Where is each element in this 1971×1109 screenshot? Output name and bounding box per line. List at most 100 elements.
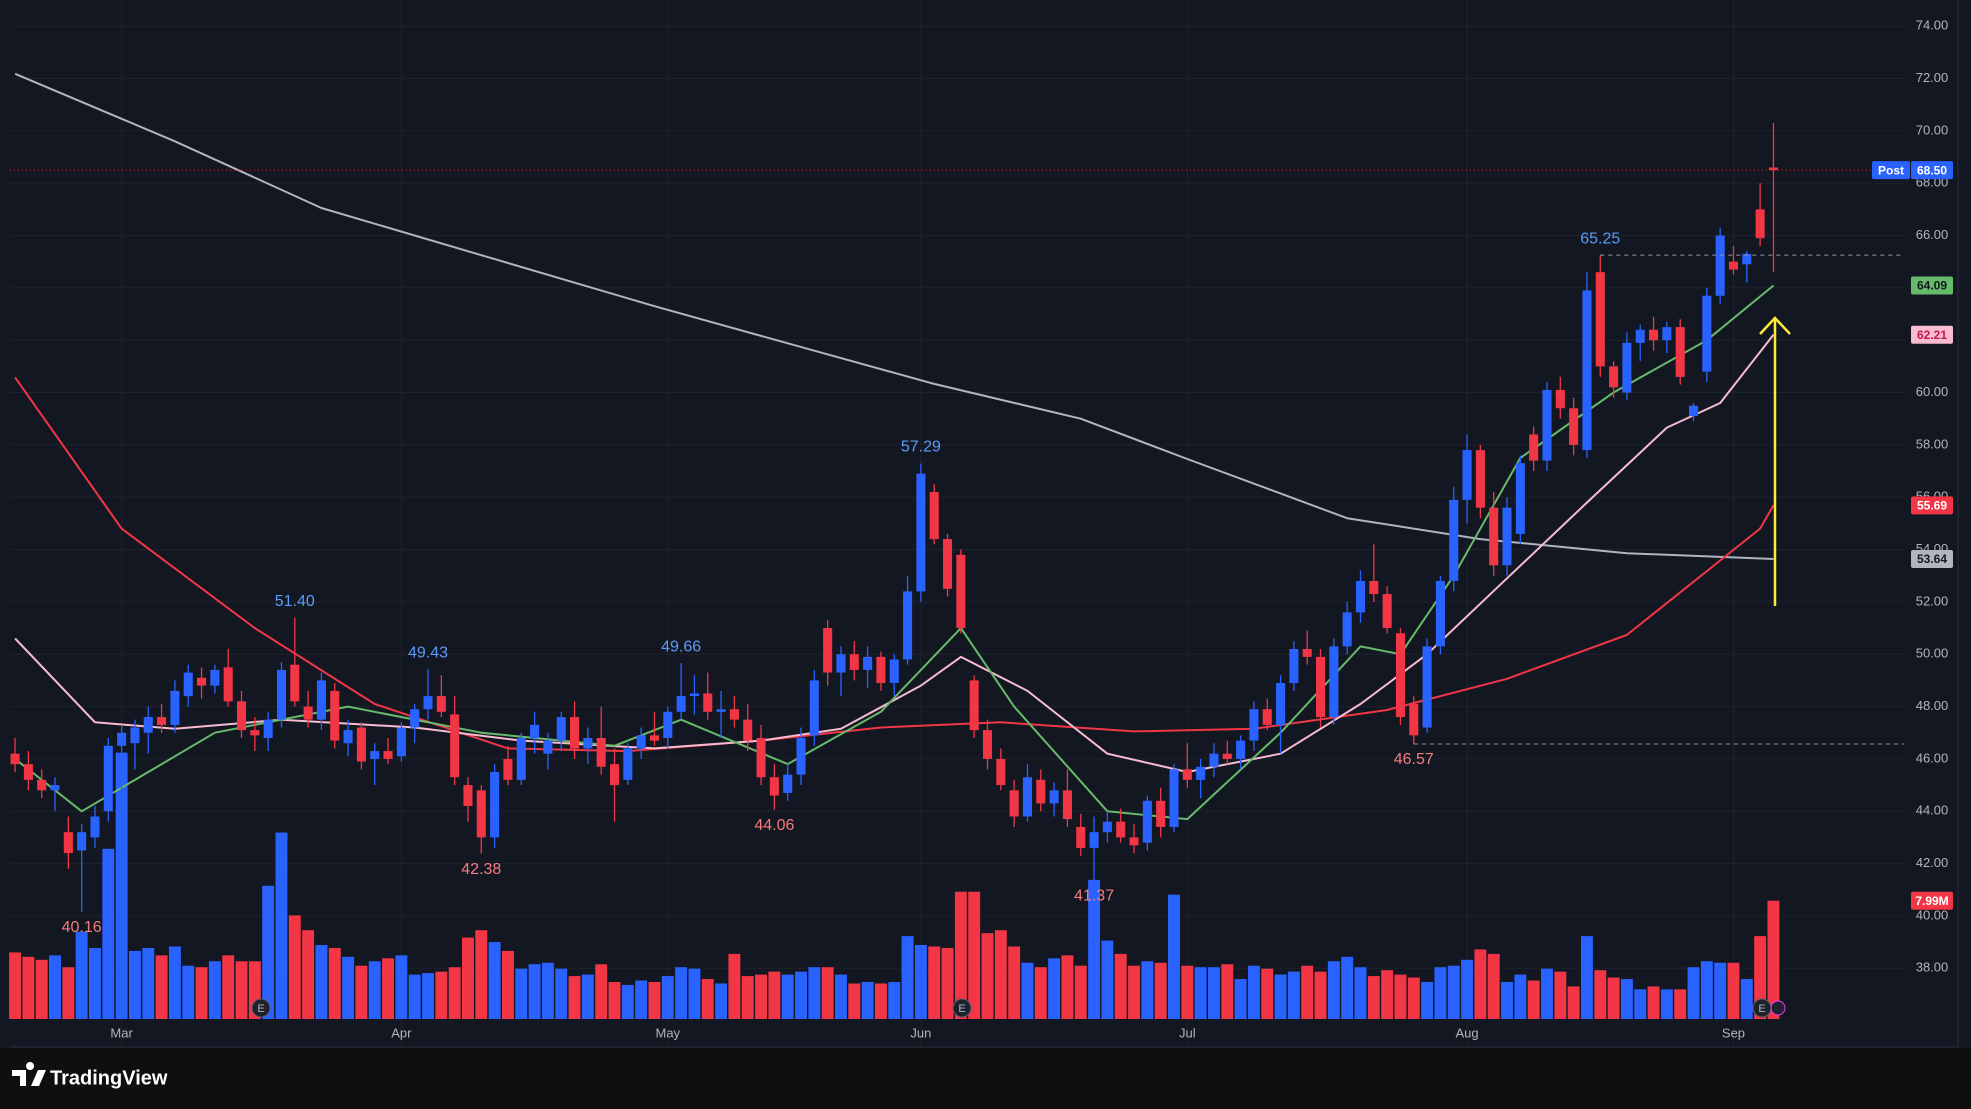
- y-tick-label: 66.00: [1916, 227, 1949, 242]
- volume-bar: [1341, 956, 1354, 1019]
- candle-body: [1755, 209, 1765, 239]
- volume-bar: [568, 976, 581, 1019]
- earnings-icon[interactable]: [251, 998, 271, 1018]
- candle-body: [996, 758, 1006, 786]
- ma-value-label-box: [1911, 549, 1953, 568]
- candle-body: [1675, 327, 1685, 377]
- candle-body: [1249, 709, 1259, 741]
- candle-body: [290, 664, 300, 702]
- volume-bar: [1367, 976, 1380, 1019]
- candle-body: [1196, 766, 1206, 780]
- candle-body: [343, 730, 353, 744]
- candle-body: [90, 816, 100, 838]
- volume-bar: [22, 956, 35, 1019]
- volume-bar: [422, 973, 434, 1019]
- volume-bar: [768, 971, 781, 1019]
- volume-bar: [848, 983, 861, 1019]
- session-box: [1872, 161, 1910, 180]
- candle-body: [1209, 753, 1219, 767]
- candle-body: [836, 654, 846, 673]
- candle-body: [1609, 366, 1619, 388]
- candle-body: [889, 659, 899, 684]
- candle-body: [1302, 649, 1312, 657]
- volume-bar: [928, 946, 941, 1019]
- volume-bar: [981, 933, 994, 1019]
- volume-bar: [755, 974, 768, 1019]
- volume-bar: [1687, 967, 1700, 1019]
- volume-bar: [1634, 989, 1647, 1019]
- y-tick-label: 40.00: [1916, 907, 1949, 922]
- candle-body: [250, 730, 260, 736]
- volume-bar: [1061, 955, 1074, 1019]
- x-tick-label: May: [656, 1025, 681, 1040]
- candle-body: [982, 730, 993, 759]
- volume-bar: [1660, 989, 1673, 1019]
- volume-bar: [581, 974, 594, 1019]
- candle-body: [1395, 633, 1405, 718]
- last-price-label: 68.50: [1917, 163, 1947, 177]
- candle-body: [503, 758, 513, 780]
- volume-bar: [1501, 982, 1513, 1019]
- candle-body: [1276, 683, 1286, 725]
- candle-body: [1009, 790, 1019, 817]
- volume-bar: [1168, 894, 1180, 1019]
- earnings-label: E: [1758, 1003, 1765, 1015]
- volume-bar: [1767, 900, 1780, 1019]
- volume-bar: [1567, 986, 1580, 1019]
- volume-bar: [328, 947, 341, 1019]
- candle-body: [1635, 329, 1645, 343]
- candle-body: [143, 717, 153, 733]
- y-tick-label: 70.00: [1916, 122, 1949, 137]
- candle-body: [303, 706, 313, 720]
- volume-label: 7.99M: [1915, 894, 1948, 908]
- earnings-icon[interactable]: [952, 998, 972, 1018]
- candle-body: [197, 677, 207, 686]
- candle-body: [463, 785, 473, 807]
- volume-bar: [1074, 965, 1087, 1019]
- candle-body: [1142, 800, 1152, 843]
- dividend-icon[interactable]: [1770, 1000, 1786, 1016]
- candle-body: [1649, 329, 1659, 341]
- volume-bar: [288, 915, 301, 1019]
- candle-body: [1449, 499, 1459, 581]
- candle-body: [1555, 389, 1565, 409]
- candle-body: [63, 832, 73, 854]
- candle-body: [423, 696, 433, 710]
- volume-bar: [342, 956, 355, 1019]
- candle-body: [1662, 327, 1672, 341]
- candle-body: [823, 628, 833, 673]
- volume-bar: [9, 952, 22, 1019]
- candle-body: [1169, 769, 1179, 827]
- volume-bar: [1327, 961, 1340, 1019]
- candle-body: [1022, 777, 1032, 817]
- candle-body: [623, 748, 633, 780]
- brand-name: TradingView: [50, 1067, 168, 1089]
- candle-body: [530, 724, 540, 738]
- volume-bar: [1101, 940, 1114, 1019]
- volume-bar: [1381, 970, 1394, 1019]
- candle-body: [330, 690, 340, 741]
- volume-bar: [1274, 974, 1287, 1019]
- y-tick-label: 52.00: [1916, 593, 1949, 608]
- candle-body: [436, 696, 446, 712]
- volume-bar: [994, 930, 1007, 1019]
- volume-bar: [1048, 958, 1061, 1019]
- candle-body: [1582, 290, 1592, 451]
- candle-body: [1089, 832, 1099, 848]
- y-tick-label: 74.00: [1916, 18, 1949, 33]
- y-tick-label: 42.00: [1916, 855, 1949, 870]
- candle-body: [476, 790, 486, 838]
- candle-body: [543, 740, 553, 754]
- volume-bar: [1647, 986, 1660, 1019]
- volume-bar: [1434, 967, 1447, 1019]
- volume-bar: [448, 967, 461, 1019]
- candle-body: [1355, 580, 1366, 613]
- candle-body: [969, 680, 979, 731]
- candle-body: [1542, 389, 1552, 461]
- session-label: Post: [1878, 163, 1904, 177]
- arrow-head: [1759, 316, 1791, 335]
- volume-bar: [808, 967, 821, 1019]
- volume-bar: [968, 891, 981, 1019]
- candle-body: [1236, 740, 1246, 759]
